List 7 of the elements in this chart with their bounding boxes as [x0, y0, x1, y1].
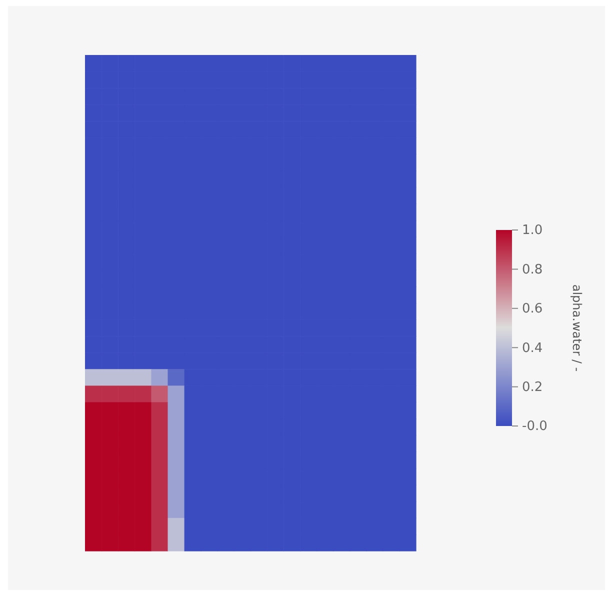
color-bar-label: 0.2 [522, 380, 543, 395]
color-bar-label: 0.6 [522, 302, 543, 317]
color-bar-label: 0.4 [522, 340, 543, 356]
color-bar-label: 0.8 [522, 262, 543, 278]
color-bar-label: -0.0 [522, 419, 548, 434]
color-bar-label: 1.0 [522, 223, 543, 238]
color-bar-title: alpha.water / - [570, 284, 584, 372]
